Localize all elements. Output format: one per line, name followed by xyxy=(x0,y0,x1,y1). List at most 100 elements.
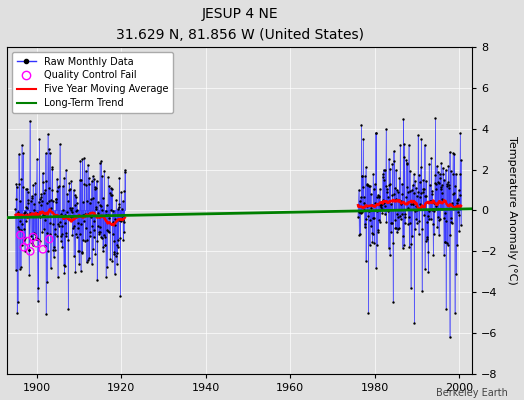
Point xyxy=(99,248,107,255)
Point xyxy=(412,185,421,192)
Point xyxy=(73,207,82,213)
Point xyxy=(28,240,37,246)
Point xyxy=(75,176,84,183)
Point xyxy=(110,238,118,244)
Point xyxy=(18,220,26,227)
Point xyxy=(431,180,439,186)
Point xyxy=(363,180,372,187)
Point xyxy=(430,230,438,237)
Point xyxy=(110,250,118,257)
Point xyxy=(50,226,59,232)
Point xyxy=(376,186,384,192)
Point xyxy=(102,212,110,218)
Point xyxy=(80,155,89,161)
Point xyxy=(65,186,73,193)
Point xyxy=(428,206,436,213)
Point xyxy=(379,166,388,173)
Point xyxy=(392,187,401,193)
Point xyxy=(51,247,59,253)
Point xyxy=(447,219,455,225)
Point xyxy=(440,177,449,183)
Point xyxy=(89,173,97,180)
Point xyxy=(354,187,363,193)
Point xyxy=(29,242,38,248)
Point xyxy=(70,202,79,208)
Point xyxy=(355,198,364,204)
Point xyxy=(59,213,67,220)
Point xyxy=(83,197,92,204)
Point xyxy=(425,160,433,167)
Point xyxy=(114,205,122,212)
Point xyxy=(118,217,127,223)
Point xyxy=(104,212,113,218)
Point xyxy=(49,221,57,227)
Point xyxy=(79,199,87,205)
Point xyxy=(400,141,409,148)
Point xyxy=(455,228,463,234)
Point xyxy=(356,209,364,216)
Point xyxy=(46,150,54,156)
Point xyxy=(78,250,86,256)
Point xyxy=(372,265,380,272)
Point xyxy=(74,248,83,254)
Point xyxy=(88,261,96,267)
Point xyxy=(75,231,84,238)
Point xyxy=(450,204,458,210)
Point xyxy=(369,215,378,221)
Point xyxy=(398,244,407,251)
Point xyxy=(65,180,73,186)
Point xyxy=(114,204,123,210)
Point xyxy=(34,298,42,304)
Point xyxy=(111,271,119,277)
Point xyxy=(40,212,49,218)
Point xyxy=(91,184,99,190)
Point xyxy=(364,182,373,188)
Point xyxy=(113,260,121,267)
Point xyxy=(103,264,111,270)
Point xyxy=(437,160,445,166)
Point xyxy=(379,196,387,203)
Point xyxy=(411,203,420,209)
Point xyxy=(73,220,82,226)
Point xyxy=(420,142,429,148)
Point xyxy=(113,250,122,256)
Point xyxy=(408,182,417,189)
Point xyxy=(111,216,119,222)
Point xyxy=(48,166,56,172)
Point xyxy=(406,168,414,174)
Point xyxy=(42,178,51,184)
Point xyxy=(439,171,447,177)
Point xyxy=(401,214,409,220)
Point xyxy=(40,243,49,250)
Point xyxy=(103,227,112,234)
Point xyxy=(20,248,29,254)
Point xyxy=(107,186,116,192)
Point xyxy=(69,225,77,232)
Point xyxy=(400,220,409,226)
Point xyxy=(381,167,389,173)
Point xyxy=(47,264,55,271)
Point xyxy=(435,179,443,186)
Point xyxy=(399,233,407,239)
Point xyxy=(425,216,434,223)
Point xyxy=(30,201,39,208)
Point xyxy=(17,176,25,182)
Point xyxy=(16,217,24,224)
Point xyxy=(71,268,80,275)
Point xyxy=(96,224,104,230)
Point xyxy=(447,202,456,208)
Point xyxy=(364,213,372,220)
Point xyxy=(413,193,422,200)
Point xyxy=(442,305,450,312)
Point xyxy=(18,242,27,248)
Point xyxy=(13,299,21,306)
Point xyxy=(416,200,424,207)
Point xyxy=(55,212,63,219)
Point xyxy=(449,171,457,178)
Point xyxy=(407,201,416,207)
Point xyxy=(359,136,367,142)
Point xyxy=(42,230,51,237)
Point xyxy=(397,198,405,204)
Point xyxy=(451,183,460,190)
Point xyxy=(63,198,72,204)
